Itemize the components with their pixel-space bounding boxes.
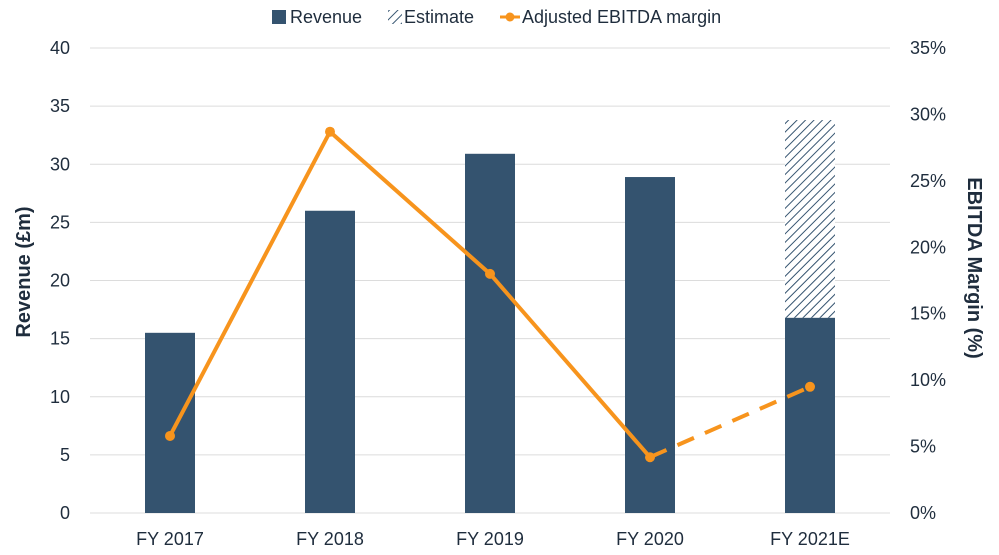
margin-point (645, 452, 655, 463)
legend: Revenue Estimate Adjusted EBITDA margin (272, 7, 721, 27)
legend-label-margin: Adjusted EBITDA margin (522, 7, 721, 27)
x-tick-label: FY 2019 (456, 529, 524, 549)
x-tick-label: FY 2020 (616, 529, 684, 549)
y2-tick-label: 0% (910, 503, 936, 523)
y-tick-label: 0 (60, 503, 70, 523)
y-axis-title: Revenue (£m) (13, 206, 35, 337)
margin-point (165, 430, 175, 441)
legend-label-estimate: Estimate (404, 7, 474, 27)
margin-line-segment (168, 130, 332, 437)
legend-label-revenue: Revenue (290, 7, 362, 27)
legend-swatch-revenue (272, 10, 286, 24)
y2-tick-label: 35% (910, 38, 946, 58)
margin-point (485, 268, 495, 279)
y2-tick-label: 5% (910, 437, 936, 457)
margin-line-segment (328, 130, 492, 276)
y2-tick-label: 20% (910, 237, 946, 257)
x-tick-label: FY 2021E (770, 529, 850, 549)
bar-revenue (785, 317, 835, 513)
y-tick-label: 35 (50, 96, 70, 116)
y-tick-label: 10 (50, 387, 70, 407)
legend-swatch-estimate (388, 10, 402, 24)
y2-tick-label: 30% (910, 104, 946, 124)
margin-point (325, 126, 335, 137)
y2-tick-label: 10% (910, 370, 946, 390)
y-tick-label: 25 (50, 212, 70, 232)
bar-revenue (465, 153, 515, 513)
bar-revenue (305, 210, 355, 513)
y-tick-label: 5 (60, 445, 70, 465)
y2-axis-title: EBITDA Margin (%) (963, 177, 985, 358)
x-tick-label: FY 2017 (136, 529, 204, 549)
y-tick-label: 30 (50, 154, 70, 174)
bar-revenue (625, 177, 675, 513)
y-tick-label: 20 (50, 271, 70, 291)
y-tick-label: 40 (50, 38, 70, 58)
y2-tick-label: 25% (910, 171, 946, 191)
y2-tick-label: 15% (910, 304, 946, 324)
margin-line-segment (488, 272, 652, 459)
y-tick-label: 15 (50, 329, 70, 349)
legend-marker-margin (505, 12, 515, 22)
bar-estimate (785, 120, 835, 318)
margin-point (805, 381, 815, 392)
bar-revenue (145, 332, 195, 513)
x-tick-label: FY 2018 (296, 529, 364, 549)
